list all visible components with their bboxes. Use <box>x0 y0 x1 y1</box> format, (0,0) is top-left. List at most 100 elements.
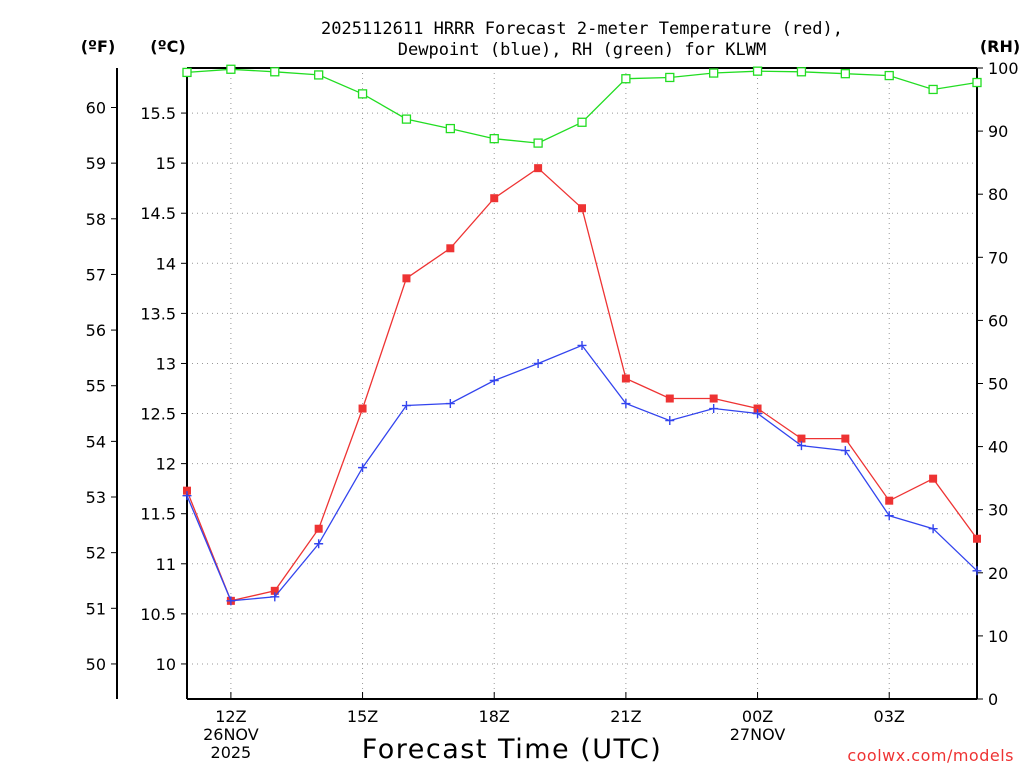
rh-point <box>972 77 982 88</box>
dewpoint-point <box>796 441 806 451</box>
temperature-line <box>186 167 978 602</box>
rh-point <box>533 138 543 148</box>
dewpoint-point <box>358 463 368 473</box>
rh-tick-label: 50 <box>988 375 1008 394</box>
celsius-axis-unit: (ºC) <box>150 37 185 56</box>
rh-point <box>840 69 850 79</box>
dewpoint-point <box>270 592 280 602</box>
series-temperature <box>183 164 981 605</box>
rh-axis-unit: (RH) <box>980 37 1020 56</box>
rh-point <box>577 117 587 127</box>
temperature-point <box>753 404 762 413</box>
dewpoint-point <box>226 596 236 606</box>
fahrenheit-tick-label: 51 <box>86 599 106 618</box>
fahrenheit-tick-label: 52 <box>86 544 106 563</box>
title-line-2: Dewpoint (blue), RH (green) for KLWM <box>398 40 766 60</box>
fahrenheit-tick-label: 57 <box>86 265 106 284</box>
rh-point <box>445 123 455 134</box>
rh-point <box>752 66 763 76</box>
celsius-tick-label: 14 <box>156 254 176 273</box>
temperature-point <box>314 524 323 533</box>
celsius-tick-label: 13 <box>156 354 176 373</box>
celsius-tick-label: 15.5 <box>140 104 176 123</box>
x-tick-label: 12Z <box>215 707 246 726</box>
dewpoint-line <box>186 344 978 602</box>
dewpoint-point <box>753 409 763 419</box>
dewpoint-point <box>401 401 411 411</box>
temperature-point <box>490 194 499 203</box>
temperature-point <box>885 496 894 505</box>
rh-tick-label: 60 <box>988 311 1008 330</box>
celsius-tick-label: 10 <box>156 655 176 674</box>
x-tick-label: 21Z <box>610 707 641 726</box>
temperature-point <box>709 394 718 403</box>
temperature-point <box>578 204 586 213</box>
dewpoint-point <box>840 446 850 456</box>
temperature-point <box>665 394 674 403</box>
dewpoint-point <box>972 566 982 576</box>
dewpoint-point <box>182 491 192 501</box>
celsius-tick-label: 13.5 <box>140 304 176 323</box>
rh-tick-label: 80 <box>988 185 1008 204</box>
temperature-point <box>183 486 191 495</box>
rh-point <box>489 134 499 144</box>
rh-point <box>884 70 894 81</box>
fahrenheit-tick-label: 58 <box>86 210 106 229</box>
dewpoint-point <box>884 511 894 521</box>
dewpoint-point <box>489 375 499 385</box>
x-tick-label: 00Z <box>742 707 773 726</box>
fahrenheit-tick-label: 56 <box>86 321 106 340</box>
rh-point <box>226 64 236 74</box>
rh-tick-label: 90 <box>988 122 1008 141</box>
x-tick-label: 15Z <box>347 707 378 726</box>
rh-point <box>796 67 807 77</box>
x-tick-label: 26NOV <box>203 725 259 744</box>
celsius-tick-label: 12 <box>156 455 176 474</box>
temperature-point <box>621 374 630 383</box>
x-tick-label: 03Z <box>874 707 905 726</box>
temperature-point <box>534 164 543 173</box>
temperature-point <box>929 474 938 483</box>
fahrenheit-tick-label: 54 <box>86 432 106 451</box>
dewpoint-point <box>533 358 543 368</box>
axes: 10 10.5 11 11.5 12 12.5 13 13.5 14 14.5 15 15.5 50 51… <box>86 59 1019 762</box>
fahrenheit-axis-unit: (ºF) <box>81 37 116 56</box>
rh-point <box>182 67 192 78</box>
dewpoint-point <box>445 399 455 409</box>
rh-point <box>928 84 938 95</box>
rh-tick-label: 30 <box>988 501 1008 520</box>
rh-tick-label: 40 <box>988 438 1008 457</box>
rh-line <box>186 68 978 144</box>
rh-tick-label: 70 <box>988 248 1008 267</box>
rh-tick-label: 20 <box>988 564 1008 583</box>
celsius-tick-label: 10.5 <box>140 605 176 624</box>
title-line-1: 2025112611 HRRR Forecast 2-meter Tempera… <box>321 19 843 39</box>
x-tick-label: 2025 <box>211 743 252 762</box>
dewpoint-point <box>577 340 587 350</box>
dewpoint-point <box>928 524 938 534</box>
dewpoint-point <box>665 416 675 426</box>
celsius-tick-label: 15 <box>156 154 176 173</box>
x-tick-label: 27NOV <box>730 725 786 744</box>
rh-point <box>357 89 368 99</box>
temperature-point <box>797 434 806 443</box>
celsius-tick-label: 12.5 <box>140 405 176 424</box>
temperature-point <box>446 244 455 253</box>
fahrenheit-tick-label: 53 <box>86 488 106 507</box>
temperature-point <box>270 586 279 595</box>
rh-point <box>401 114 412 124</box>
celsius-tick-label: 14.5 <box>140 204 176 223</box>
dewpoint-point <box>314 539 324 549</box>
rh-point <box>314 70 324 80</box>
rh-tick-label: 10 <box>988 627 1008 646</box>
fahrenheit-tick-label: 59 <box>86 154 106 173</box>
dewpoint-point <box>621 399 631 409</box>
data-series <box>182 64 982 606</box>
gridlines <box>187 68 977 699</box>
dewpoint-point <box>709 404 719 414</box>
celsius-tick-label: 11 <box>156 555 176 574</box>
rh-tick-label: 100 <box>988 59 1019 78</box>
series-rh <box>182 64 982 148</box>
x-tick-label: 18Z <box>479 707 510 726</box>
rh-point <box>665 72 675 83</box>
